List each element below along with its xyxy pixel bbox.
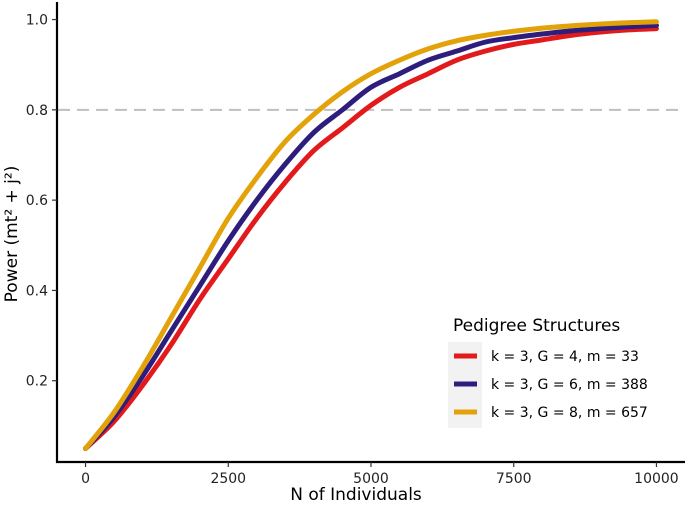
y-axis-ticks: 0.2 0.4 0.6 0.8 1.0 [26,13,57,390]
x-tick-label: 10000 [634,471,679,487]
legend-label-3: k = 3, G = 8, m = 657 [491,405,648,421]
y-tick-label: 0.8 [26,103,48,119]
series-line-3 [83,19,659,451]
legend: Pedigree Structures k = 3, G = 4, m = 33… [448,316,648,428]
legend-title: Pedigree Structures [453,316,620,336]
x-axis-ticks: 0 2500 5000 7500 10000 [81,462,679,487]
legend-label-2: k = 3, G = 6, m = 388 [491,377,648,393]
x-tick-label: 5000 [353,471,389,487]
y-tick-label: 0.4 [26,283,48,299]
legend-label-1: k = 3, G = 4, m = 33 [491,349,639,365]
x-tick-label: 2500 [210,471,246,487]
x-axis-title: N of Individuals [290,485,422,505]
x-tick-label: 7500 [496,471,532,487]
y-tick-label: 1.0 [26,13,48,29]
series-line-2 [83,22,659,451]
y-tick-label: 0.2 [26,374,48,390]
y-axis-title: Power (mt² + j²) [2,166,22,303]
plot-area [58,19,685,451]
legend-items: k = 3, G = 4, m = 33 k = 3, G = 6, m = 38… [454,349,648,421]
y-tick-label: 0.6 [26,193,48,209]
series-line-1 [83,26,659,451]
x-tick-label: 0 [81,471,90,487]
